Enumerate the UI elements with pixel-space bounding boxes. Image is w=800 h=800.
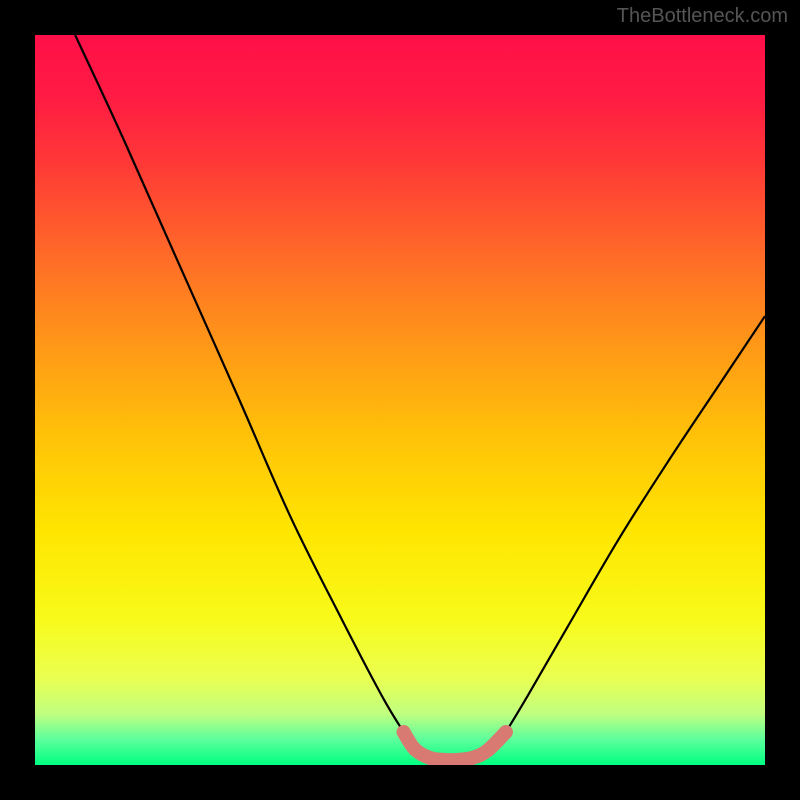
bottom-dot	[422, 751, 436, 765]
bottom-dot	[397, 725, 411, 739]
curve-layer	[35, 35, 765, 765]
bottom-dot	[408, 742, 422, 756]
v-curve-right	[506, 316, 765, 732]
watermark-text: TheBottleneck.com	[617, 5, 788, 28]
bottom-dot	[499, 725, 513, 739]
v-curve-left	[75, 35, 404, 732]
bottom-dot	[466, 751, 480, 765]
bottom-dot	[481, 743, 495, 757]
plot-area	[35, 35, 765, 765]
